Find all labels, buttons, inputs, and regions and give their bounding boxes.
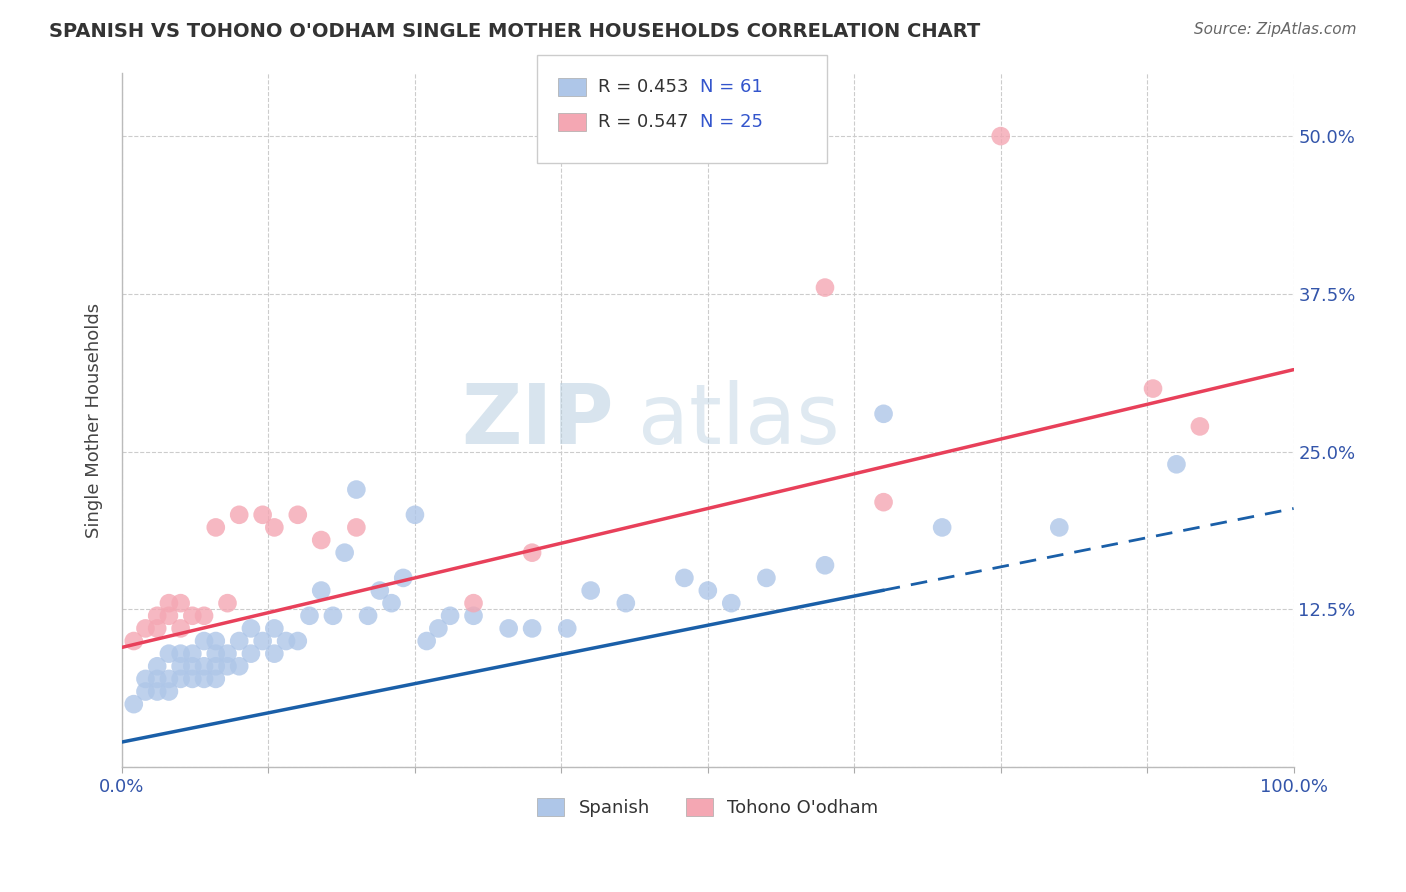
Point xyxy=(204,634,226,648)
Point xyxy=(157,672,180,686)
Point xyxy=(555,621,578,635)
Point xyxy=(274,634,297,648)
Point xyxy=(181,608,204,623)
Point xyxy=(404,508,426,522)
Point xyxy=(204,659,226,673)
Point xyxy=(239,647,262,661)
Point xyxy=(193,672,215,686)
Point xyxy=(415,634,437,648)
Point xyxy=(520,621,543,635)
Point xyxy=(755,571,778,585)
Point xyxy=(579,583,602,598)
Point xyxy=(181,659,204,673)
Point xyxy=(931,520,953,534)
Point xyxy=(204,672,226,686)
Y-axis label: Single Mother Households: Single Mother Households xyxy=(86,302,103,538)
Text: N = 61: N = 61 xyxy=(700,78,763,96)
Point xyxy=(193,659,215,673)
Point xyxy=(217,596,239,610)
Point xyxy=(169,621,191,635)
Point xyxy=(217,659,239,673)
Point xyxy=(181,672,204,686)
Point xyxy=(1047,520,1070,534)
Point xyxy=(146,684,169,698)
Point xyxy=(146,608,169,623)
Point xyxy=(217,647,239,661)
Point xyxy=(287,508,309,522)
Point xyxy=(614,596,637,610)
Point xyxy=(204,520,226,534)
Text: atlas: atlas xyxy=(637,380,839,460)
Point xyxy=(169,659,191,673)
Point xyxy=(252,508,274,522)
Point xyxy=(333,546,356,560)
Point xyxy=(872,407,894,421)
Point xyxy=(239,621,262,635)
Point xyxy=(204,647,226,661)
Point xyxy=(252,634,274,648)
Point xyxy=(228,634,250,648)
Point xyxy=(520,546,543,560)
Text: R = 0.453: R = 0.453 xyxy=(598,78,688,96)
Point xyxy=(263,520,285,534)
Point xyxy=(990,129,1012,144)
Text: N = 25: N = 25 xyxy=(700,113,763,131)
Point xyxy=(228,508,250,522)
Point xyxy=(380,596,402,610)
Point xyxy=(696,583,718,598)
Point xyxy=(720,596,742,610)
Point xyxy=(169,647,191,661)
Point xyxy=(146,621,169,635)
Point xyxy=(814,558,837,573)
Point xyxy=(368,583,391,598)
Point xyxy=(146,672,169,686)
Text: Source: ZipAtlas.com: Source: ZipAtlas.com xyxy=(1194,22,1357,37)
Point xyxy=(181,647,204,661)
Text: SPANISH VS TOHONO O'ODHAM SINGLE MOTHER HOUSEHOLDS CORRELATION CHART: SPANISH VS TOHONO O'ODHAM SINGLE MOTHER … xyxy=(49,22,980,41)
Text: ZIP: ZIP xyxy=(461,380,614,460)
Point xyxy=(122,634,145,648)
Point xyxy=(169,596,191,610)
Point xyxy=(357,608,380,623)
Point xyxy=(146,659,169,673)
Point xyxy=(134,672,156,686)
Point xyxy=(1188,419,1211,434)
Point xyxy=(673,571,696,585)
Point xyxy=(463,608,485,623)
Point xyxy=(298,608,321,623)
Point xyxy=(193,634,215,648)
Point xyxy=(157,596,180,610)
Point xyxy=(344,483,367,497)
Point xyxy=(814,280,837,294)
Point xyxy=(344,520,367,534)
Point xyxy=(498,621,520,635)
Point xyxy=(263,621,285,635)
Point xyxy=(193,608,215,623)
Point xyxy=(427,621,450,635)
Legend: Spanish, Tohono O'odham: Spanish, Tohono O'odham xyxy=(530,790,886,824)
Point xyxy=(122,697,145,711)
Point xyxy=(439,608,461,623)
Point xyxy=(392,571,415,585)
Point xyxy=(1142,382,1164,396)
Point xyxy=(157,684,180,698)
Point xyxy=(134,621,156,635)
Point xyxy=(134,684,156,698)
Point xyxy=(287,634,309,648)
Point xyxy=(169,672,191,686)
Point xyxy=(263,647,285,661)
Point xyxy=(322,608,344,623)
Point xyxy=(309,583,332,598)
Point xyxy=(309,533,332,547)
Point xyxy=(228,659,250,673)
Point xyxy=(1166,458,1188,472)
Text: R = 0.547: R = 0.547 xyxy=(598,113,688,131)
Point xyxy=(872,495,894,509)
Point xyxy=(157,608,180,623)
Point xyxy=(157,647,180,661)
Point xyxy=(463,596,485,610)
